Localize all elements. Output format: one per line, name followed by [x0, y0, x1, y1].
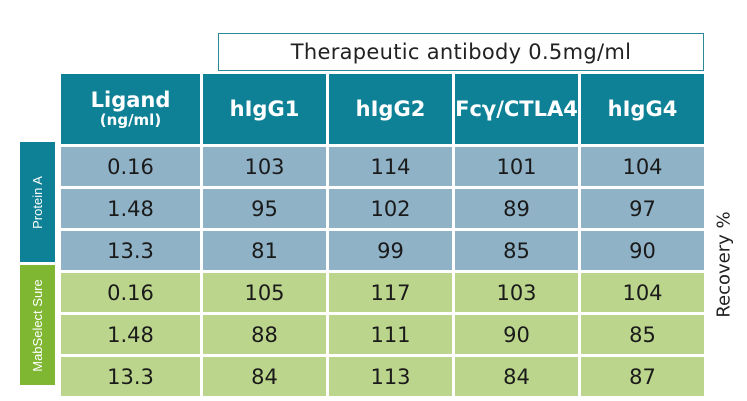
ligand-cell: 0.16 — [58, 270, 203, 315]
header-row: Ligand (ng/ml) hIgG1 hIgG2 Fcγ/CTLA4 hIg… — [58, 71, 707, 147]
value-cell: 81 — [200, 228, 329, 273]
ligand-unit: (ng/ml) — [99, 111, 162, 129]
group-label-mabselect-sure: MabSelect Sure — [20, 265, 55, 385]
column-header-higg4: hIgG4 — [578, 71, 707, 147]
value-cell: 97 — [578, 186, 707, 231]
column-header-higg2: hIgG2 — [326, 71, 455, 147]
table-row: 1.48 88 111 90 85 — [58, 312, 707, 357]
value-cell: 99 — [326, 228, 455, 273]
table-row: 13.3 81 99 85 90 — [58, 228, 707, 273]
value-cell: 113 — [326, 354, 455, 399]
value-cell: 114 — [326, 144, 455, 189]
value-cell: 105 — [200, 270, 329, 315]
value-cell: 117 — [326, 270, 455, 315]
ligand-cell: 13.3 — [58, 228, 203, 273]
table-row: 13.3 84 113 84 87 — [58, 354, 707, 399]
table-row: 1.48 95 102 89 97 — [58, 186, 707, 231]
recovery-table: Ligand (ng/ml) hIgG1 hIgG2 Fcγ/CTLA4 hIg… — [58, 71, 707, 399]
value-cell: 104 — [578, 144, 707, 189]
column-header-fcy-ctla4: Fcγ/CTLA4 — [452, 71, 581, 147]
value-cell: 101 — [452, 144, 581, 189]
value-cell: 84 — [200, 354, 329, 399]
recovery-axis-text: Recovery % — [713, 210, 735, 318]
group-label-protein-a-text: Protein A — [30, 175, 46, 229]
value-cell: 88 — [200, 312, 329, 357]
value-cell: 104 — [578, 270, 707, 315]
ligand-cell: 1.48 — [58, 312, 203, 357]
table-title: Therapeutic antibody 0.5mg/ml — [218, 33, 704, 71]
column-header-ligand: Ligand (ng/ml) — [58, 71, 203, 147]
ligand-label: Ligand — [90, 88, 171, 112]
value-cell: 85 — [452, 228, 581, 273]
value-cell: 103 — [452, 270, 581, 315]
value-cell: 90 — [452, 312, 581, 357]
value-cell: 89 — [452, 186, 581, 231]
column-header-higg1: hIgG1 — [200, 71, 329, 147]
value-cell: 90 — [578, 228, 707, 273]
value-cell: 111 — [326, 312, 455, 357]
group-label-protein-a: Protein A — [20, 142, 55, 262]
value-cell: 102 — [326, 186, 455, 231]
value-cell: 103 — [200, 144, 329, 189]
group-label-mabselect-sure-text: MabSelect Sure — [30, 278, 45, 372]
recovery-axis-label: Recovery % — [707, 142, 741, 386]
value-cell: 84 — [452, 354, 581, 399]
table-row: 0.16 103 114 101 104 — [58, 144, 707, 189]
value-cell: 95 — [200, 186, 329, 231]
ligand-cell: 1.48 — [58, 186, 203, 231]
ligand-cell: 0.16 — [58, 144, 203, 189]
table-row: 0.16 105 117 103 104 — [58, 270, 707, 315]
value-cell: 87 — [578, 354, 707, 399]
ligand-cell: 13.3 — [58, 354, 203, 399]
value-cell: 85 — [578, 312, 707, 357]
